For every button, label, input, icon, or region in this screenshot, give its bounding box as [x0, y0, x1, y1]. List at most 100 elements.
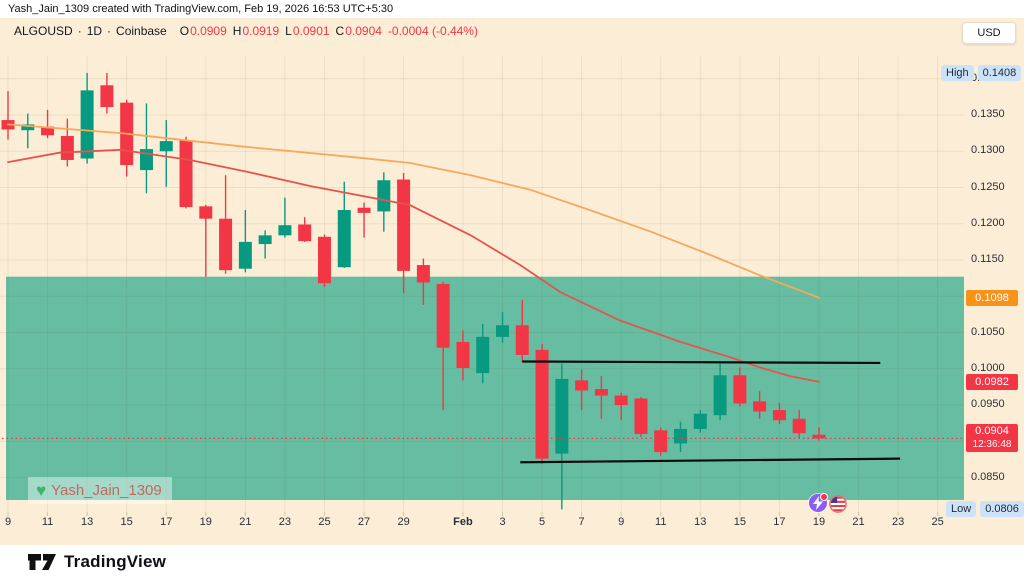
time-axis-label: 7	[578, 516, 585, 528]
tradingview-logo[interactable]: TradingView	[27, 552, 166, 572]
price-tick-label: 0.0850	[971, 470, 1005, 483]
highlight-zone	[6, 276, 964, 500]
time-axis-label: 15	[733, 516, 746, 528]
candle-jan-25	[317, 234, 331, 287]
exchange-label[interactable]: Coinbase	[116, 24, 167, 38]
candle-feb-4	[515, 299, 529, 363]
candle-feb-5	[535, 344, 549, 464]
time-axis-label: 21	[239, 516, 252, 528]
candle-jan-29	[397, 173, 411, 294]
candle-feb-6	[555, 363, 569, 510]
candle-jan-21	[238, 209, 252, 273]
time-axis-label: 25	[931, 516, 944, 528]
price-tick-label: 0.1000	[971, 361, 1005, 374]
time-axis-label: 19	[812, 516, 826, 528]
candle-jan-31	[436, 281, 450, 411]
candle-feb-9	[614, 392, 628, 421]
candle-jan-19	[199, 204, 213, 277]
candle-feb-19	[812, 427, 826, 441]
high-value-badge: 0.1408	[977, 64, 1022, 81]
attribution-text: Yash_Jain_1309 created with TradingView.…	[8, 3, 394, 15]
support-line[interactable]	[520, 457, 901, 464]
high-word-badge: High	[941, 64, 974, 81]
candle-feb-14	[713, 363, 727, 421]
tradingview-logomark	[28, 553, 56, 570]
time-axis-label: 13	[80, 516, 94, 528]
price-axis[interactable]: 0.14000.13500.13000.12500.12000.11500.10…	[966, 18, 1024, 545]
lightning-alert-icon[interactable]	[809, 493, 828, 512]
price-tick-label: 0.1150	[971, 253, 1004, 265]
time-axis-label: 25	[318, 516, 331, 528]
candle-feb-17	[772, 402, 786, 424]
candle-feb-8	[594, 376, 608, 419]
high-label: H	[232, 24, 242, 38]
time-axis-label: 17	[773, 516, 786, 528]
candle-jan-13	[80, 72, 94, 164]
legend-separator: ·	[77, 24, 82, 38]
candle-jan-12	[60, 118, 74, 167]
plot-area[interactable]	[0, 56, 964, 512]
candle-feb-11	[654, 427, 668, 456]
candle-jan-23	[278, 197, 292, 238]
symbol-title[interactable]: ALGOUSD	[14, 24, 73, 38]
price-tick-label: 0.1300	[971, 144, 1005, 157]
last-price-value: 0.0904	[975, 425, 1009, 438]
bottom-bar: TradingView	[0, 545, 1024, 578]
time-axis-label: Feb	[453, 516, 473, 528]
time-axis-label: 9	[4, 516, 12, 528]
ohlc-values: O 0.0909 H 0.0919 L 0.0901 C 0.0904 -0.0004 …	[180, 24, 478, 38]
us-flag-icon[interactable]	[829, 495, 847, 513]
time-axis-label: 13	[694, 516, 707, 528]
candle-feb-13	[693, 410, 707, 433]
low-value-badge: 0.0806	[980, 501, 1024, 518]
notification-dot	[820, 493, 828, 501]
resistance-line[interactable]	[522, 360, 881, 365]
bar-countdown: 12:36:48	[972, 439, 1012, 451]
attribution-bar: Yash_Jain_1309 created with TradingView.…	[0, 0, 1024, 18]
green-heart-icon: ♥	[36, 480, 47, 500]
time-axis-label: 3	[499, 516, 506, 528]
candle-feb-15	[733, 367, 747, 407]
interval-label[interactable]: 1D	[86, 24, 103, 38]
period-low-row: Low 0.0806	[946, 501, 1024, 518]
candle-jan-16	[139, 103, 153, 194]
time-axis[interactable]: 9 11 13 15 17 19 21 23 25 27 29 Feb 3 5 7 9 11 13 15 17 19 21…	[0, 512, 966, 545]
candle-jan-18	[179, 136, 193, 209]
ma-price-badge-orange: 0.1098	[966, 289, 1018, 306]
candle-feb-12	[674, 421, 688, 453]
candle-feb-16	[753, 391, 767, 419]
close-value: 0.0904	[345, 24, 382, 38]
time-axis-label: 29	[397, 516, 410, 528]
time-axis-label: 23	[278, 516, 292, 528]
time-axis-label: 11	[655, 516, 667, 528]
currency-toggle-button[interactable]: USD	[962, 22, 1016, 44]
time-axis-label: 9	[618, 516, 625, 528]
low-word-badge: Low	[946, 501, 977, 518]
candle-feb-2	[476, 323, 490, 384]
candle-feb-18	[792, 410, 806, 439]
time-axis-label: 11	[41, 516, 54, 528]
ma-price-badge-red: 0.0982	[966, 373, 1018, 390]
time-axis-label: 15	[120, 516, 133, 528]
ma-slow-orange[interactable]	[7, 123, 820, 299]
close-label: C	[335, 24, 345, 38]
price-tick-label: 0.1050	[971, 325, 1005, 338]
time-axis-label: 5	[538, 516, 546, 528]
high-value: 0.0919	[242, 24, 280, 38]
candle-jan-14	[100, 72, 114, 114]
low-label: L	[285, 24, 292, 38]
user-watermark: ♥ Yash_Jain_1309	[28, 477, 172, 504]
open-value: 0.0909	[190, 24, 227, 38]
time-axis-label: 23	[891, 516, 905, 528]
time-axis-label: 19	[199, 516, 212, 528]
price-tick-label: 0.0950	[971, 398, 1005, 410]
period-high-row: High 0.1408	[941, 64, 1022, 81]
flag-icon	[829, 495, 847, 513]
symbol-legend[interactable]: ALGOUSD · 1D · Coinbase O 0.0909 H 0.0919 …	[14, 24, 478, 38]
candle-jan-17	[159, 120, 173, 187]
brand-text: TradingView	[64, 551, 167, 571]
candle-jan-27	[357, 202, 371, 238]
candle-jan-24	[298, 217, 312, 242]
